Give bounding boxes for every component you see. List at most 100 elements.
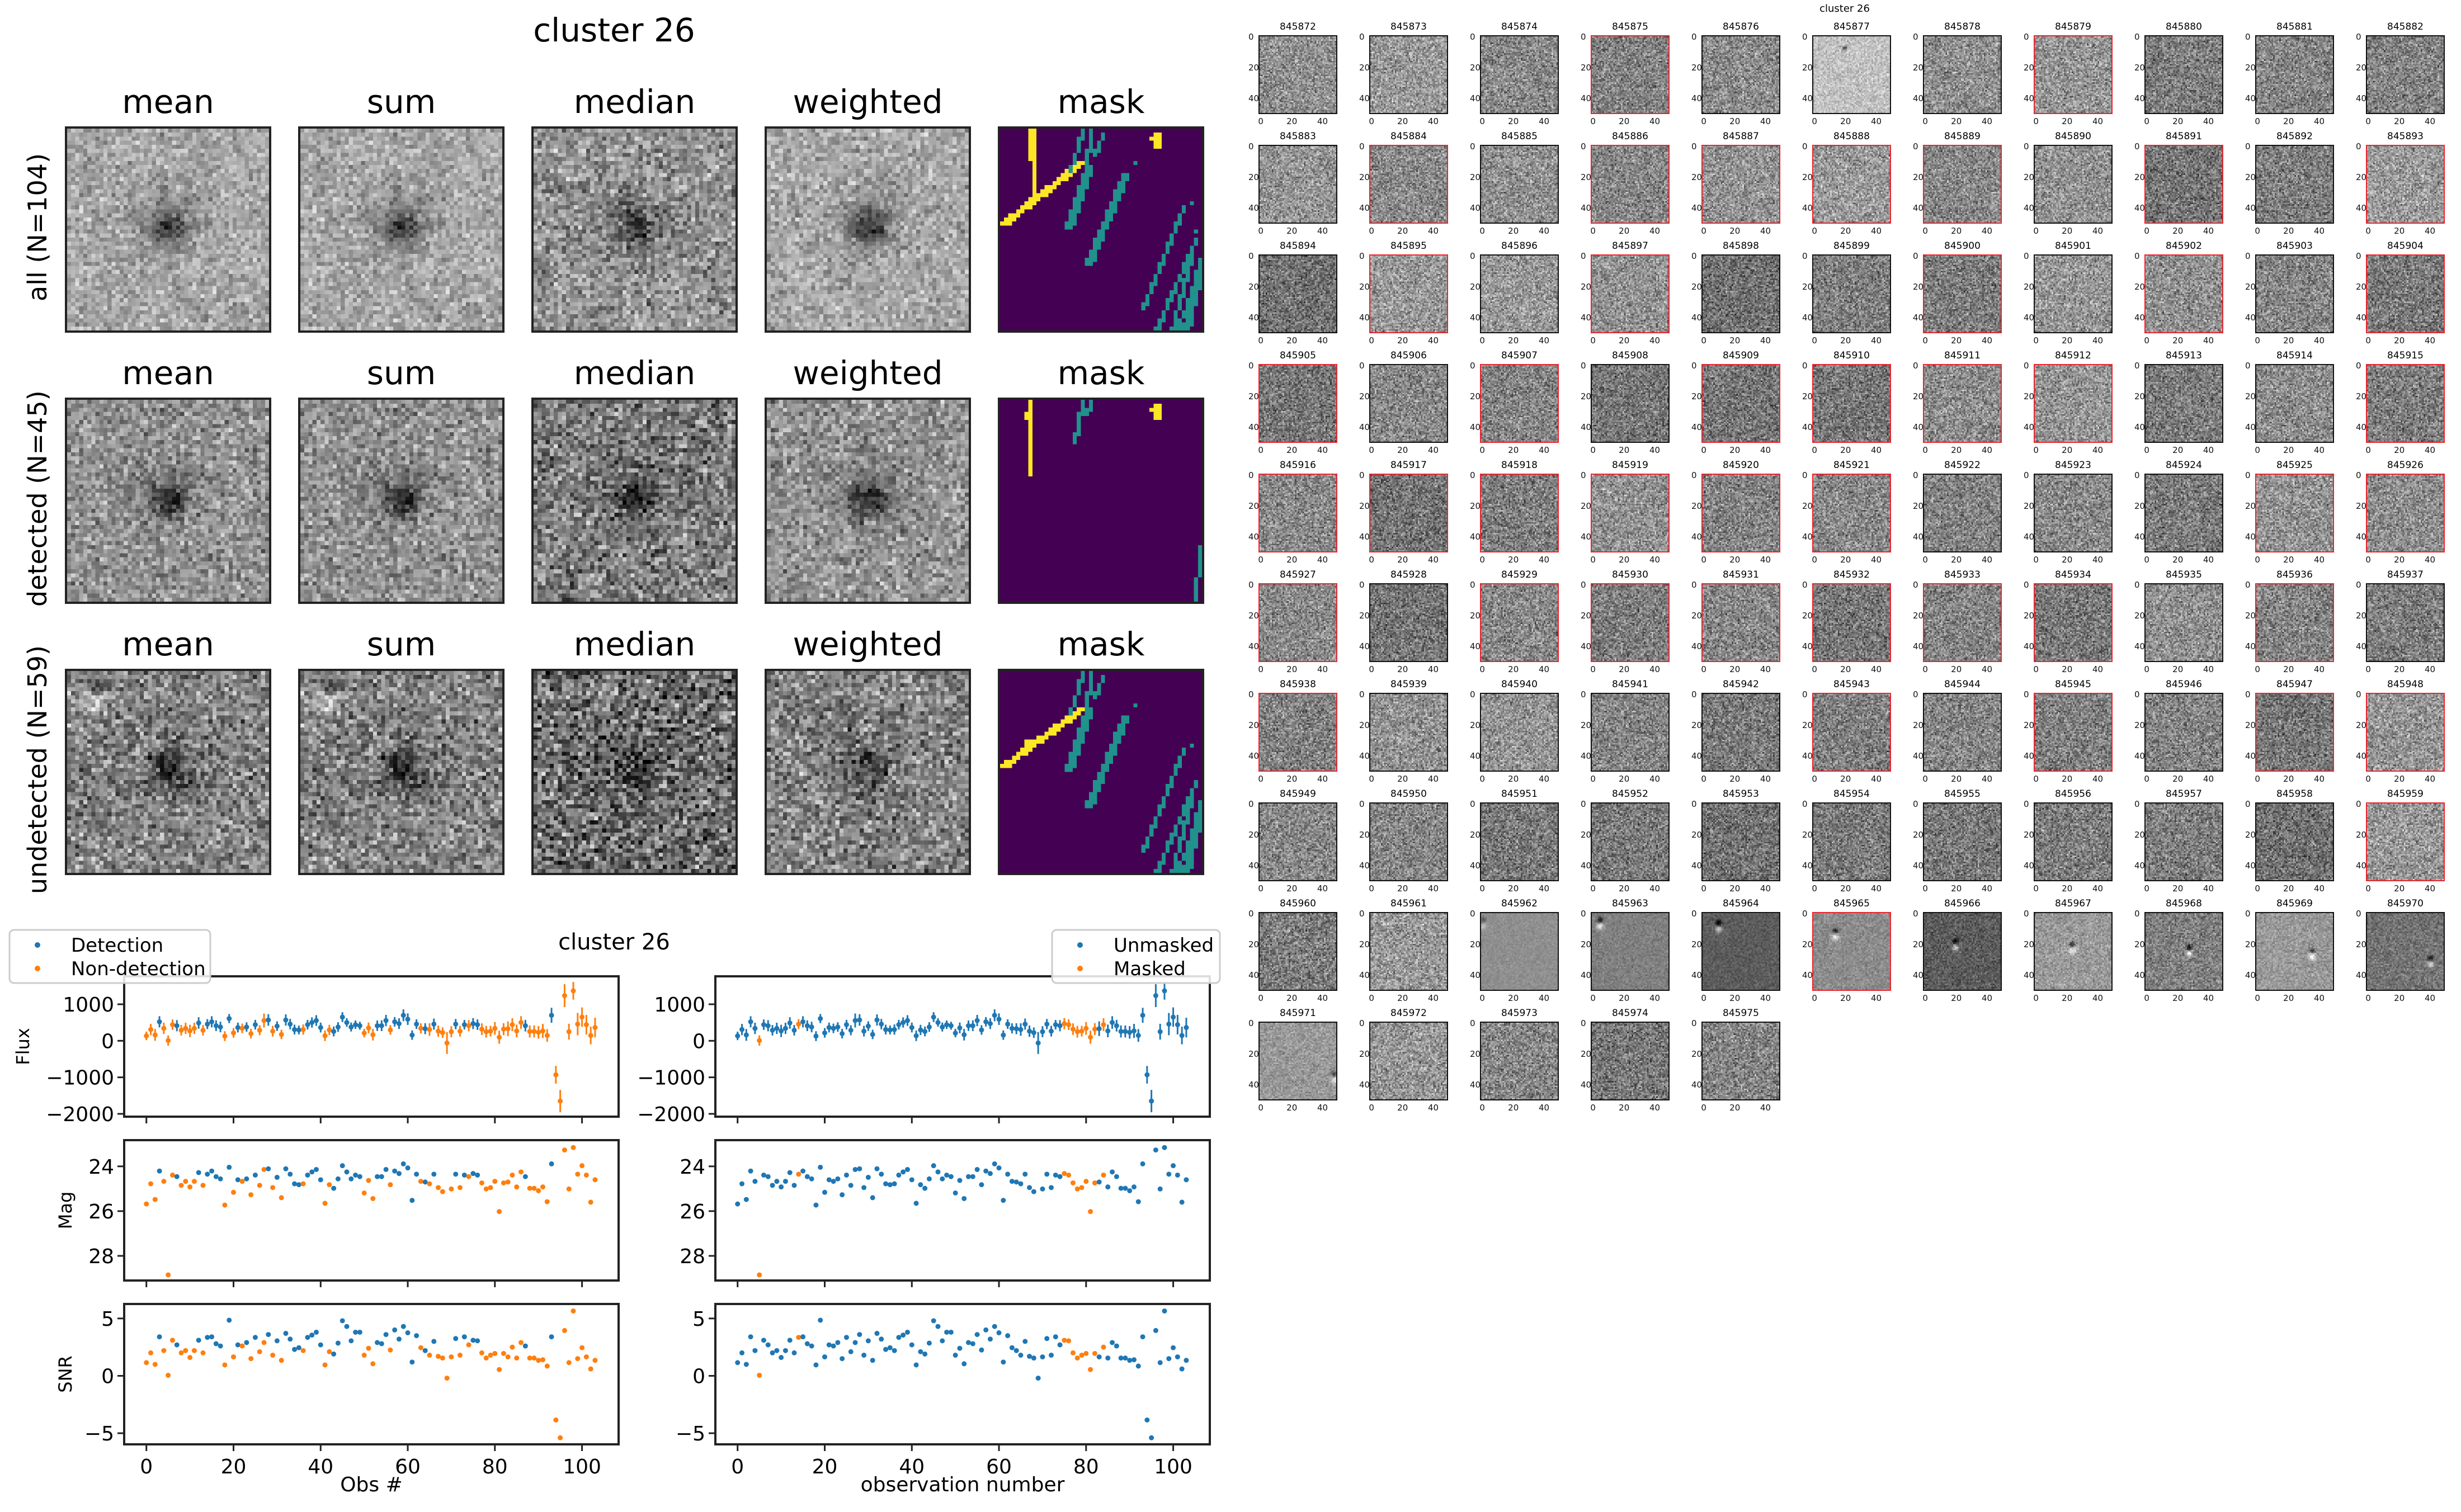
thumbnail-y-tick-label: 20 (1802, 172, 1813, 183)
thumbnail-y-tick-label: 20 (1581, 391, 1592, 402)
thumbnail-x-tick-label: 40 (1427, 883, 1439, 894)
data-point (874, 1331, 880, 1336)
thumbnail-y-tick-label: 0 (2245, 251, 2251, 262)
thumbnail-x-tick-label: 20 (1619, 664, 1630, 674)
thumbnail-x-tick-label: 40 (1427, 116, 1439, 126)
thumbnail-image (2034, 802, 2113, 881)
thumbnail-y-tick-label: 20 (1470, 830, 1481, 840)
data-point (1044, 1021, 1050, 1027)
thumbnail-x-tick-label: 20 (1840, 883, 1851, 894)
data-point (966, 1340, 972, 1345)
thumbnail-x-tick-label: 40 (2203, 774, 2214, 784)
thumbnail-y-tick-label: 20 (1691, 720, 1703, 731)
data-point (409, 1359, 415, 1365)
x-tick-label: 100 (563, 1456, 601, 1478)
legend-marker (35, 966, 40, 971)
stack-figure-title: cluster 26 (533, 11, 695, 49)
thumbnail-title: 845975 (1723, 1008, 1759, 1019)
thumbnail-x-tick-label: 0 (2144, 774, 2149, 784)
thumbnail-y-tick-label: 20 (2356, 830, 2367, 840)
thumbnail-y-tick-label: 20 (2024, 391, 2035, 402)
y-tick-label: −2000 (46, 1103, 114, 1126)
thumbnail-title: 845930 (1612, 569, 1648, 580)
thumbnail-x-tick-label: 0 (2033, 336, 2039, 346)
data-point (344, 1020, 350, 1026)
thumbnail-y-tick-label: 0 (2134, 580, 2140, 590)
data-point (183, 1179, 188, 1184)
thumbnail-x-tick-label: 0 (1369, 445, 1374, 455)
thumbnail-image (1369, 802, 1448, 881)
data-point (1131, 1184, 1137, 1190)
data-point (566, 1029, 572, 1034)
stack-image-mean (65, 398, 271, 604)
thumbnail-y-tick-label: 40 (2356, 531, 2367, 542)
thumbnail-y-tick-label: 20 (1581, 501, 1592, 512)
thumbnail-title: 845940 (1501, 679, 1538, 690)
thumbnail-title: 845900 (1944, 240, 1981, 252)
data-point (213, 1023, 219, 1028)
thumbnail-x-tick-label: 40 (1760, 555, 1771, 565)
y-tick-label: 1000 (63, 994, 114, 1017)
thumbnail-y-tick-label: 0 (1913, 251, 1918, 262)
thumbnail-y-tick-label: 20 (2134, 172, 2146, 183)
thumbnail-y-tick-label: 40 (1248, 422, 1260, 432)
thumbnail-y-tick-label: 40 (1581, 750, 1592, 761)
data-point (274, 1023, 280, 1029)
data-point (1149, 1435, 1154, 1440)
data-point (804, 1341, 810, 1346)
data-point (1153, 1327, 1158, 1333)
thumbnail-image (2034, 474, 2113, 552)
data-point (488, 1185, 493, 1190)
thumbnail-y-tick-label: 40 (1248, 970, 1260, 980)
thumbnail-y-tick-label: 0 (2024, 141, 2029, 152)
thumbnail-image (1591, 145, 1670, 224)
thumbnail-y-tick-label: 20 (2024, 720, 2035, 731)
data-point (935, 1169, 941, 1175)
data-point (257, 1027, 262, 1033)
thumbnail-title: 845971 (1280, 1008, 1316, 1019)
thumbnail-x-tick-label: 40 (1427, 445, 1439, 455)
thumbnail-x-tick-label: 20 (2394, 664, 2405, 674)
data-point (1062, 1171, 1067, 1176)
data-point (161, 1179, 167, 1184)
data-point (166, 1038, 171, 1043)
thumbnail-y-tick-label: 0 (2134, 799, 2140, 810)
thumbnail-y-tick-label: 20 (1913, 391, 1924, 402)
thumbnail-title: 845907 (1501, 350, 1538, 361)
thumbnail-x-tick-label: 40 (1870, 993, 1882, 1003)
y-tick-label: 24 (680, 1156, 705, 1179)
data-point (514, 1184, 520, 1190)
data-point (592, 1358, 598, 1363)
data-point (166, 1272, 171, 1278)
thumbnail-x-tick-label: 20 (1508, 883, 1519, 894)
thumbnail-y-tick-label: 0 (1691, 1018, 1697, 1029)
data-point (431, 1021, 437, 1027)
data-point (870, 1358, 875, 1363)
data-point (331, 1029, 337, 1034)
data-point (205, 1171, 210, 1177)
thumbnail-y-tick-label: 20 (2356, 501, 2367, 512)
thumbnail-x-tick-label: 20 (1508, 993, 1519, 1003)
thumbnail-y-tick-label: 0 (1359, 689, 1365, 700)
thumbnail-y-tick-label: 0 (2134, 32, 2140, 42)
thumbnail-x-tick-label: 20 (2062, 445, 2073, 455)
data-point (375, 1340, 380, 1345)
data-point (527, 1185, 532, 1191)
thumbnail-y-tick-label: 0 (1802, 689, 1808, 700)
data-point (1171, 1345, 1176, 1350)
data-point (540, 1184, 545, 1190)
thumbnail-title: 845915 (2387, 350, 2424, 361)
thumbnail-title: 845960 (1280, 898, 1316, 909)
data-point (861, 1353, 867, 1358)
data-point (774, 1179, 780, 1184)
thumbnail-x-tick-label: 0 (2365, 993, 2371, 1003)
thumbnail-x-tick-label: 0 (2033, 116, 2039, 126)
thumbnail-x-tick-label: 40 (1538, 1103, 1550, 1113)
data-point (327, 1349, 332, 1354)
data-point (344, 1324, 350, 1329)
thumbnail-x-tick-label: 40 (1760, 664, 1771, 674)
thumbnail-x-tick-label: 20 (1951, 226, 1962, 236)
data-point (1040, 1186, 1045, 1192)
